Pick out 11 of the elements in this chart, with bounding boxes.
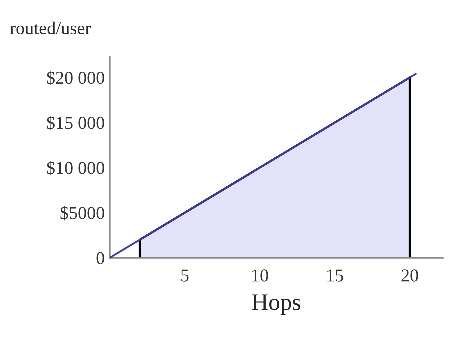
x-tick-label: 10 bbox=[252, 270, 268, 282]
x-tick-label: 20 bbox=[402, 270, 418, 282]
y-tick-label: $10 000 bbox=[47, 161, 104, 176]
x-tick-label: 5 bbox=[182, 270, 189, 282]
y-tick-label: $15 000 bbox=[47, 116, 104, 130]
x-tick-label: 15 bbox=[328, 270, 344, 282]
y-tick-label: 0 bbox=[96, 252, 104, 264]
y-tick-label: $20 000 bbox=[47, 70, 104, 86]
y-tick-label: $5000 bbox=[60, 206, 104, 221]
y-axis-title: routed/user bbox=[10, 22, 92, 35]
x-axis-title: Hops bbox=[252, 294, 301, 316]
